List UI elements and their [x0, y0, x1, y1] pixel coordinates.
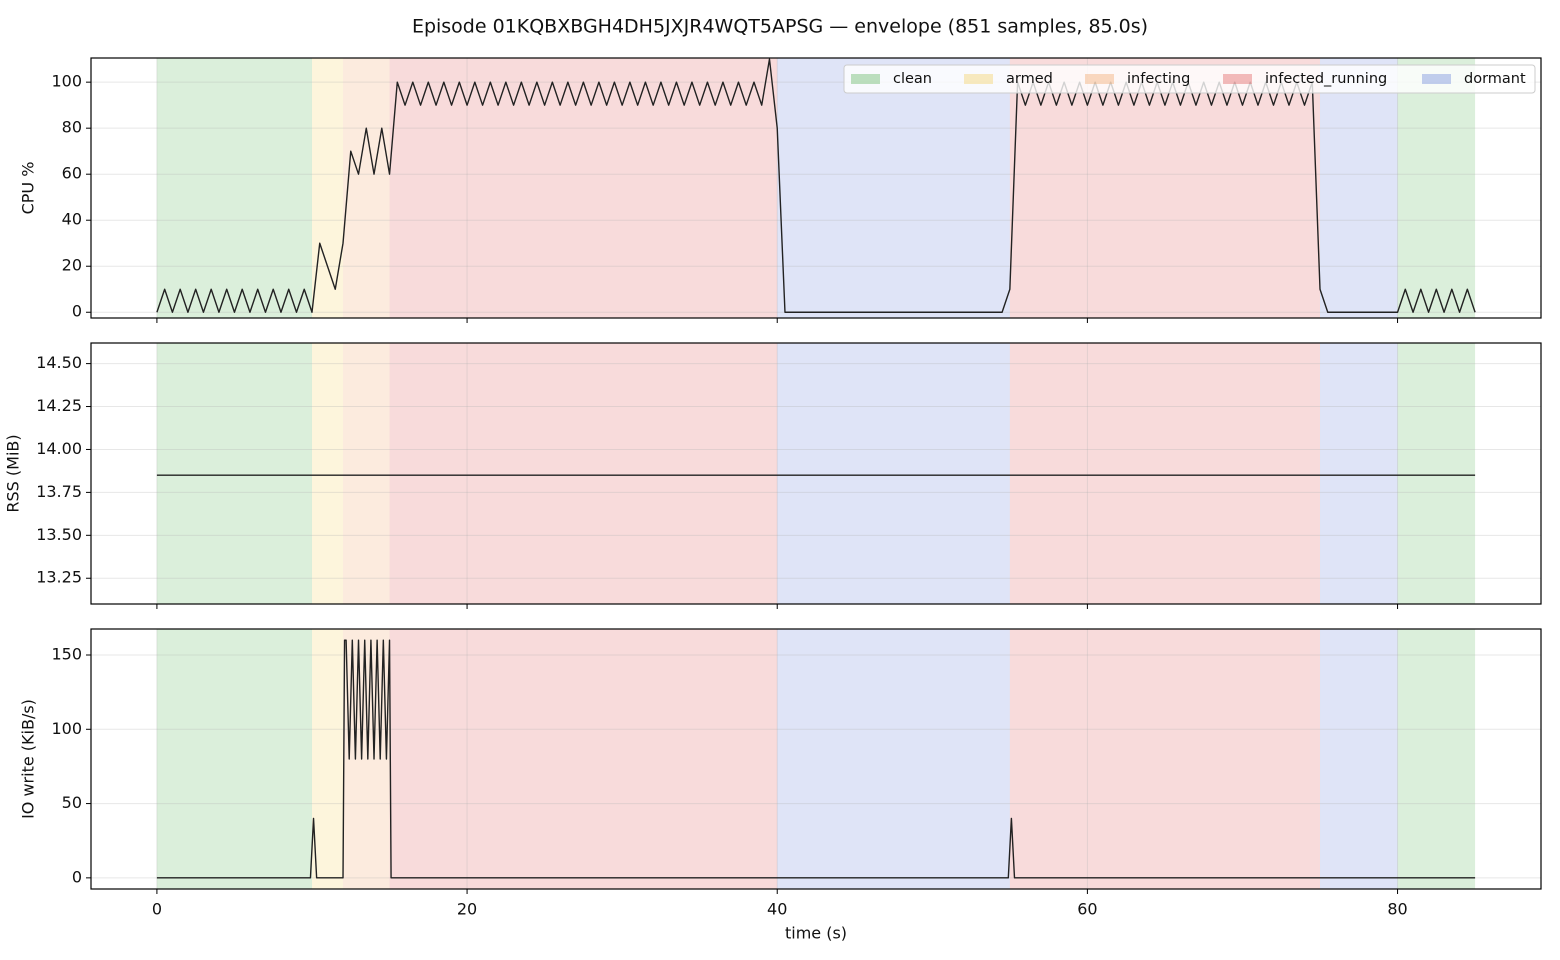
y-tick-label: 13.50 — [36, 525, 82, 544]
phase-span — [777, 343, 1010, 604]
phase-span — [1320, 629, 1398, 889]
y-tick-label: 100 — [51, 719, 82, 738]
phase-span — [1320, 343, 1398, 604]
phase-span — [389, 58, 778, 318]
phase-span — [1009, 343, 1321, 604]
legend-label: dormant — [1464, 71, 1526, 87]
y-tick-label: 0 — [72, 867, 82, 886]
phase-span — [1009, 629, 1321, 889]
axes-frame — [90, 57, 1542, 319]
legend-swatch — [851, 74, 880, 84]
y-tick-label: 0 — [72, 302, 82, 321]
phase-span — [311, 629, 344, 889]
phase-span — [156, 58, 312, 318]
legend-label: infected_running — [1265, 71, 1387, 87]
legend-label: clean — [893, 71, 932, 87]
y-tick-label: 100 — [51, 72, 82, 91]
y-tick-label: 14.25 — [36, 396, 82, 415]
legend-box — [843, 64, 1536, 94]
axes-frame — [90, 628, 1542, 890]
x-tick-label: 60 — [1077, 900, 1097, 919]
legend-swatch — [964, 74, 993, 84]
legend-swatch — [1085, 74, 1114, 84]
phase-span — [343, 629, 390, 889]
data-line — [156, 58, 1476, 313]
phase-span — [389, 343, 778, 604]
data-line — [156, 639, 1476, 879]
legend-label: infecting — [1127, 71, 1190, 87]
phase-span — [1320, 58, 1398, 318]
phase-span — [777, 629, 1010, 889]
x-tick-label: 20 — [457, 900, 477, 919]
y-tick-label: 40 — [62, 210, 82, 229]
legend-label: armed — [1006, 71, 1053, 87]
y-tick-label: 150 — [51, 645, 82, 664]
phase-span — [1397, 343, 1476, 604]
y-axis-label: IO write (KiB/s) — [19, 699, 38, 819]
phase-span — [777, 58, 1010, 318]
y-tick-label: 60 — [62, 164, 82, 183]
y-tick-label: 13.75 — [36, 482, 82, 501]
y-tick-label: 14.00 — [36, 439, 82, 458]
y-tick-label: 14.50 — [36, 353, 82, 372]
y-axis-label: RSS (MiB) — [4, 434, 23, 512]
y-tick-label: 50 — [62, 793, 82, 812]
phase-span — [1397, 58, 1476, 318]
figure-title: Episode 01KQBXBGH4DH5JXJR4WQT5APSG — env… — [412, 16, 1148, 38]
phase-span — [343, 343, 390, 604]
phase-span — [156, 343, 312, 604]
phase-span — [156, 629, 312, 889]
phase-span — [389, 629, 778, 889]
phase-span — [1009, 58, 1321, 318]
x-axis-label: time (s) — [785, 924, 847, 943]
phase-span — [311, 58, 344, 318]
x-tick-label: 0 — [152, 900, 162, 919]
legend-swatch — [1422, 74, 1451, 84]
y-tick-label: 20 — [62, 256, 82, 275]
x-tick-label: 40 — [767, 900, 787, 919]
phase-span — [343, 58, 390, 318]
axes-frame — [90, 342, 1542, 605]
y-tick-label: 80 — [62, 118, 82, 137]
legend: clean armed infecting infected_running dorma… — [843, 64, 1536, 94]
phase-span — [1397, 629, 1476, 889]
x-tick-label: 80 — [1387, 900, 1407, 919]
y-axis-label: CPU % — [19, 162, 38, 215]
phase-span — [311, 343, 344, 604]
y-tick-label: 13.25 — [36, 568, 82, 587]
legend-swatch — [1223, 74, 1252, 84]
